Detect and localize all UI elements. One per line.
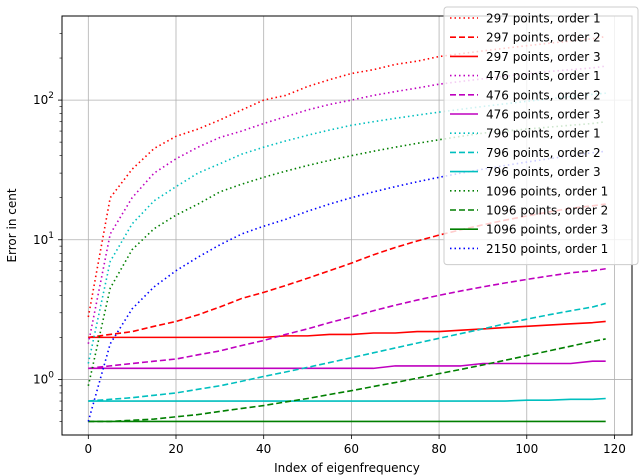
legend-label: 796 points, order 2 — [486, 146, 601, 160]
series-line — [88, 338, 606, 423]
series-line — [88, 302, 606, 402]
legend-label: 1096 points, order 1 — [486, 184, 608, 198]
series-line — [88, 203, 606, 339]
x-tick-label: 40 — [256, 442, 271, 456]
legend-label: 1096 points, order 3 — [486, 223, 608, 237]
legend-label: 476 points, order 2 — [486, 88, 601, 102]
legend-label: 297 points, order 1 — [486, 12, 601, 26]
legend-label: 476 points, order 1 — [486, 69, 601, 83]
x-tick-label: 20 — [168, 442, 183, 456]
legend-label: 796 points, order 3 — [486, 165, 601, 179]
legend-label: 297 points, order 3 — [486, 50, 601, 64]
y-tick-label: 102 — [33, 91, 54, 107]
legend-label: 297 points, order 2 — [486, 31, 601, 45]
legend-label: 476 points, order 3 — [486, 108, 601, 122]
x-axis-label: Index of eigenfrequency — [274, 461, 420, 475]
legend-label: 2150 points, order 1 — [486, 242, 608, 256]
ticks: 0 20 40 60 80 100 120 100 101 102 — [33, 33, 626, 456]
legend-box — [443, 6, 639, 266]
series-line — [88, 320, 606, 339]
x-tick-label: 60 — [344, 442, 359, 456]
legend-label: 796 points, order 1 — [486, 127, 601, 141]
y-axis-label: Error in cent — [5, 188, 19, 262]
x-tick-label: 100 — [515, 442, 538, 456]
series-line — [88, 397, 606, 402]
legend-label: 1096 points, order 2 — [486, 204, 608, 218]
x-tick-label: 0 — [84, 442, 92, 456]
x-tick-label: 120 — [603, 442, 626, 456]
series-line — [87, 92, 606, 364]
y-tick-label: 100 — [33, 370, 54, 386]
y-tick-label: 101 — [33, 231, 54, 247]
series-line — [88, 360, 606, 370]
legend: 297 points, order 1 297 points, order 2 29… — [443, 6, 639, 266]
x-tick-label: 80 — [431, 442, 446, 456]
